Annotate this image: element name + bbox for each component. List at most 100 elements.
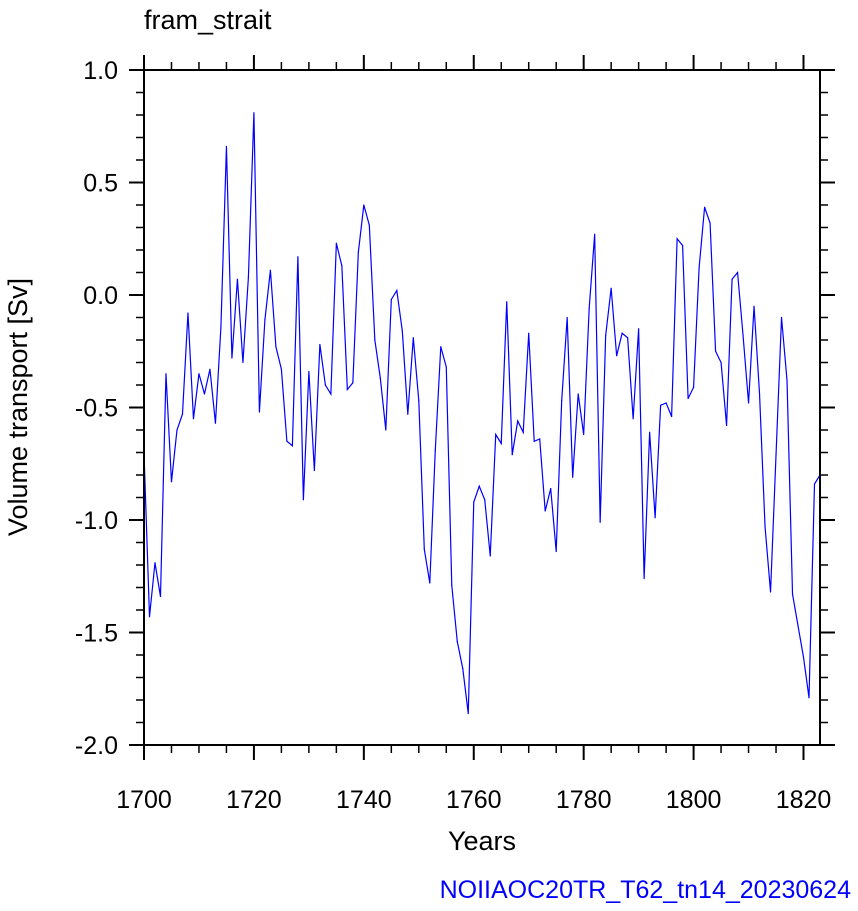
data-point xyxy=(258,411,261,413)
data-point xyxy=(302,499,304,501)
data-point xyxy=(610,287,612,289)
y-axis-tick-labels: 1.0 0.5 0.0 -0.5 -1.0 -1.5 -2.0 xyxy=(75,57,118,760)
data-point xyxy=(390,298,392,301)
x-axis-tick-labels: 1700 1720 1740 1760 1780 1800 1820 xyxy=(116,786,831,814)
data-point xyxy=(627,337,629,339)
x-tick-label: 1760 xyxy=(446,786,502,814)
data-point xyxy=(533,440,535,442)
data-point xyxy=(313,469,315,472)
data-point xyxy=(791,593,794,595)
data-point xyxy=(736,271,739,274)
data-point xyxy=(445,366,447,368)
data-point xyxy=(456,640,458,643)
data-point xyxy=(368,224,370,226)
data-point xyxy=(187,312,189,314)
data-point xyxy=(742,334,744,337)
data-point xyxy=(148,616,151,618)
data-points xyxy=(143,112,821,715)
y-tick-label: -1.5 xyxy=(75,620,118,648)
data-point xyxy=(253,112,255,114)
data-point xyxy=(555,550,557,553)
data-point xyxy=(418,400,420,402)
data-point xyxy=(660,404,662,406)
data-point xyxy=(176,429,178,431)
plot-frame xyxy=(143,69,821,746)
data-point xyxy=(709,222,711,224)
data-point xyxy=(165,373,167,375)
data-point xyxy=(808,697,810,699)
data-point xyxy=(291,445,293,447)
data-point xyxy=(484,499,486,501)
data-point xyxy=(220,325,222,328)
data-point xyxy=(698,267,700,269)
data-point xyxy=(616,355,618,357)
data-point xyxy=(335,242,337,244)
series-line xyxy=(143,112,821,714)
data-point xyxy=(154,562,156,564)
data-point xyxy=(632,418,634,420)
y-tick-label: -1.0 xyxy=(75,507,118,535)
data-point xyxy=(478,485,480,487)
data-point xyxy=(434,449,436,451)
data-point xyxy=(412,337,414,339)
data-point xyxy=(561,400,563,402)
x-tick-label: 1700 xyxy=(116,786,172,814)
data-point xyxy=(495,433,497,436)
data-point xyxy=(511,454,513,456)
data-point xyxy=(192,418,195,420)
data-point xyxy=(357,251,359,253)
data-point xyxy=(577,393,579,395)
data-point xyxy=(242,361,244,364)
y-tick-label: -0.5 xyxy=(75,395,118,423)
data-point xyxy=(566,316,568,319)
data-point xyxy=(687,397,689,400)
x-tick-label: 1800 xyxy=(666,786,722,814)
data-point xyxy=(747,402,750,404)
data-point xyxy=(769,591,772,593)
data-point xyxy=(682,244,684,247)
data-point xyxy=(572,476,574,478)
data-point xyxy=(275,346,277,348)
data-point xyxy=(209,368,211,370)
y-tick-label: 1.0 xyxy=(83,57,118,85)
data-point xyxy=(341,265,343,267)
run-label: NOIIAOC20TR_T62_tn14_20230624 xyxy=(440,876,851,904)
data-point xyxy=(797,625,799,627)
data-point xyxy=(764,526,766,528)
data-point xyxy=(429,582,431,584)
data-point xyxy=(401,330,403,332)
data-point xyxy=(236,278,239,280)
data-point xyxy=(528,332,530,334)
data-point xyxy=(352,382,354,384)
data-point xyxy=(720,361,722,364)
data-point xyxy=(605,334,607,337)
data-point xyxy=(286,440,288,442)
data-point xyxy=(170,481,173,483)
data-point xyxy=(374,339,376,341)
data-point xyxy=(583,433,585,436)
data-point xyxy=(231,357,233,359)
data-point xyxy=(775,454,777,456)
data-point xyxy=(676,238,678,240)
data-point xyxy=(643,577,645,580)
data-point xyxy=(467,712,469,715)
data-point xyxy=(264,319,266,321)
data-point xyxy=(451,584,453,586)
data-point xyxy=(385,429,387,431)
data-point xyxy=(802,656,805,658)
x-tick-label: 1740 xyxy=(336,786,392,814)
data-point xyxy=(440,346,442,348)
data-point xyxy=(517,420,519,422)
x-axis-title: Years xyxy=(448,826,516,856)
data-point xyxy=(786,379,788,382)
data-point xyxy=(522,431,524,433)
data-point xyxy=(407,413,409,415)
data-point xyxy=(319,343,321,346)
data-point xyxy=(621,332,623,334)
data-point xyxy=(500,442,502,445)
data-point xyxy=(588,307,590,310)
data-point xyxy=(638,328,640,330)
y-tick-label: 0.5 xyxy=(83,170,118,198)
data-point xyxy=(692,386,695,388)
